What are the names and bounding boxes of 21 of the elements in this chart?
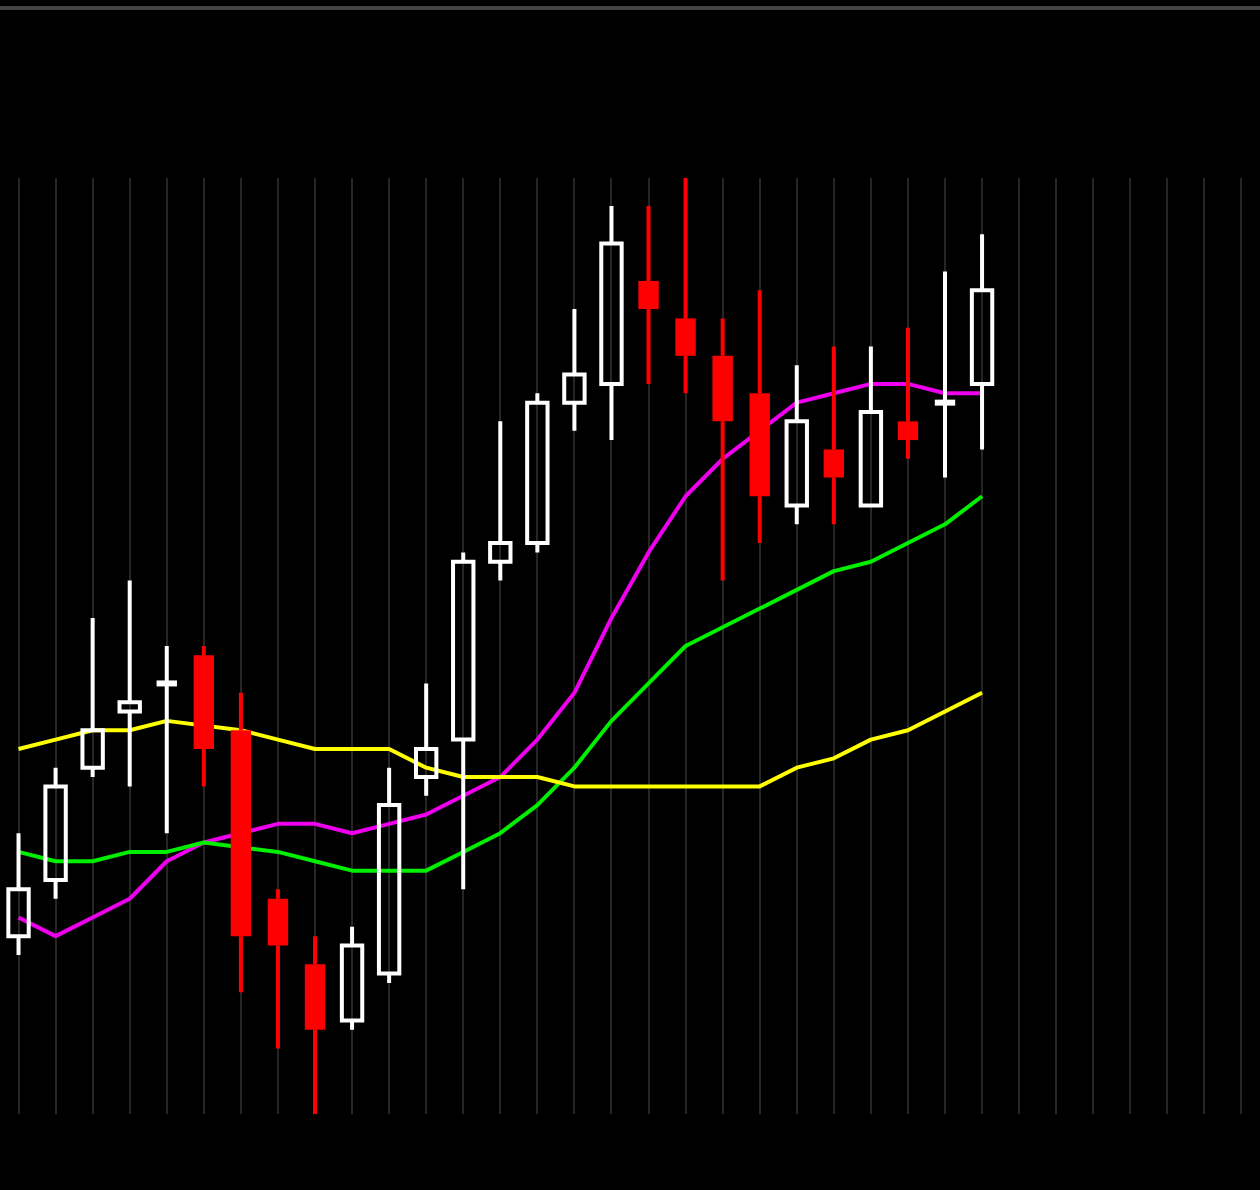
candlestick xyxy=(193,644,215,789)
candlestick xyxy=(267,887,289,1051)
candlestick xyxy=(784,363,809,527)
candlestick xyxy=(488,419,513,583)
candlestick xyxy=(80,615,105,780)
candlestick xyxy=(599,204,624,443)
candlestick xyxy=(858,344,884,508)
candlestick xyxy=(413,681,439,798)
candlestick xyxy=(230,690,252,995)
candlestick xyxy=(43,765,68,901)
candlestick xyxy=(525,391,550,555)
candlestick xyxy=(969,232,995,452)
candlestick xyxy=(823,344,845,527)
candlestick xyxy=(934,269,956,480)
candlestick xyxy=(376,765,402,985)
candlestick xyxy=(339,924,365,1032)
candlestick xyxy=(6,831,31,957)
candlestick xyxy=(897,325,919,461)
candlestick xyxy=(304,934,326,1114)
candlestick xyxy=(117,578,142,789)
candlestick xyxy=(562,307,587,433)
